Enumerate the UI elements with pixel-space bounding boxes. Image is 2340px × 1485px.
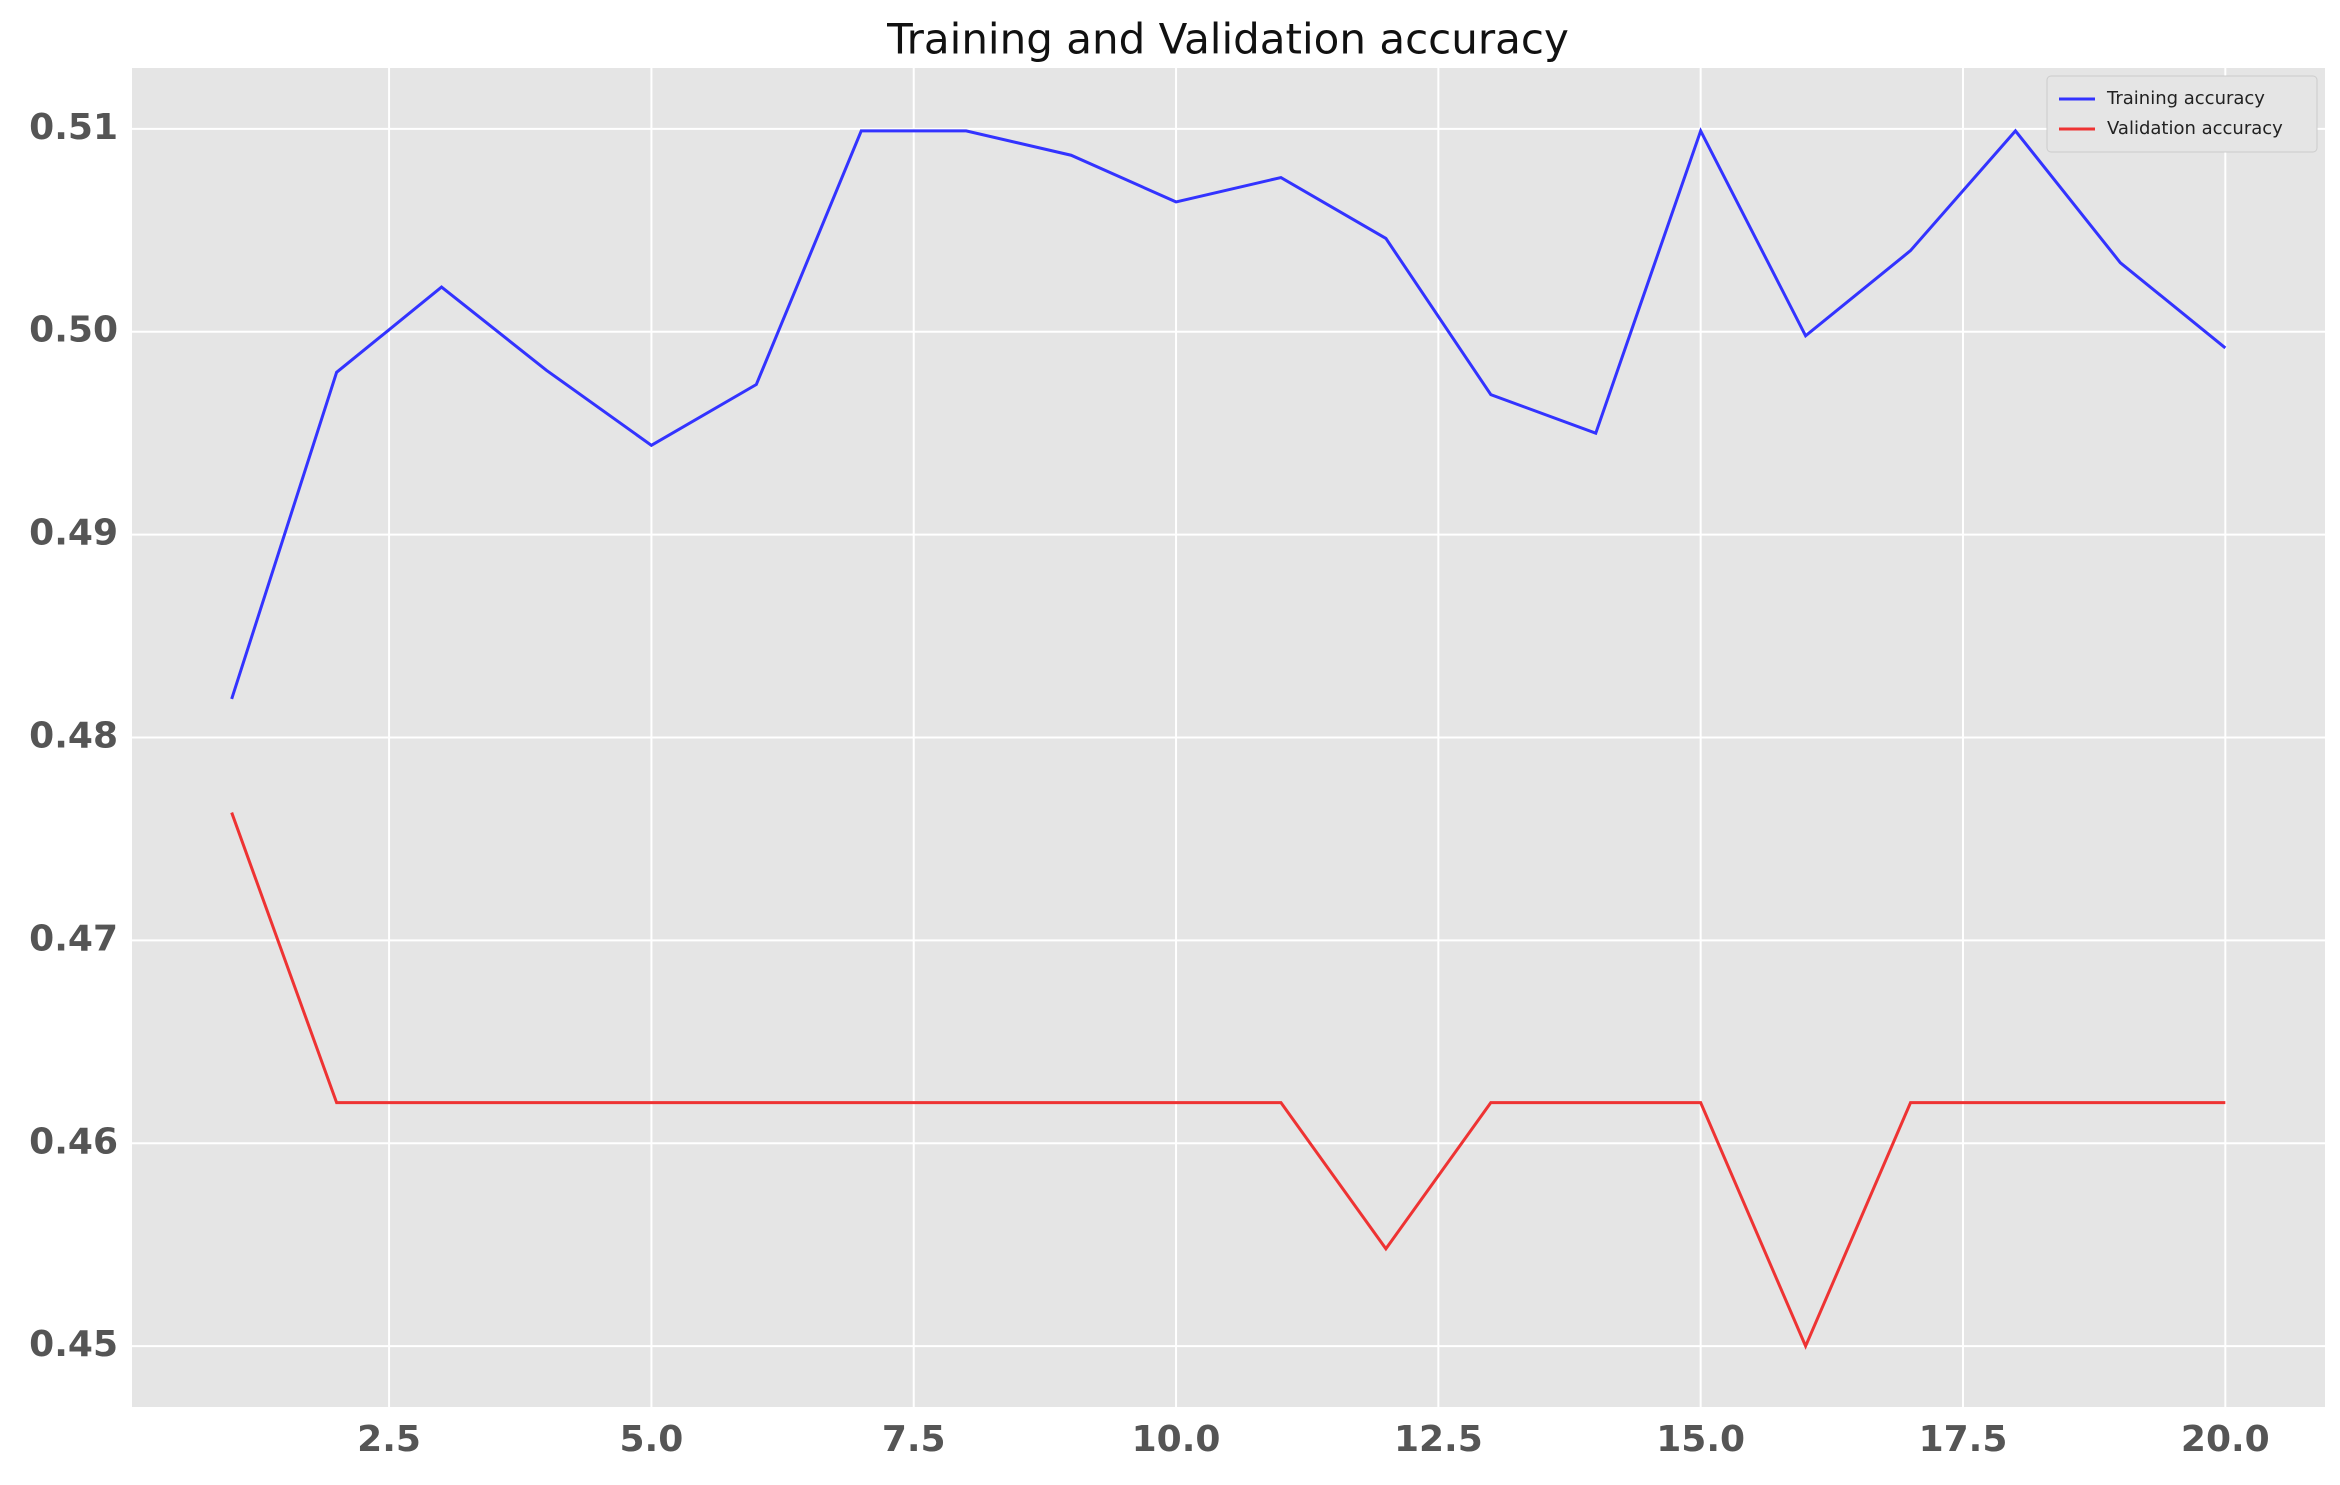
y-tick-label: 0.48 [29,716,118,757]
chart-title: Training and Validation accuracy [886,15,1569,64]
legend-label: Validation accuracy [2107,118,2283,139]
y-tick-label: 0.45 [29,1324,118,1365]
data-line [230,127,2227,700]
x-tick-label: 2.5 [357,1419,421,1460]
legend-box [2046,75,2318,153]
y-tick-label: 0.51 [29,107,118,148]
x-tick-label: 17.5 [1919,1419,2008,1460]
y-tick-label: 0.49 [29,513,118,554]
y-tick-label: 0.50 [29,310,118,351]
x-tick-label: 5.0 [620,1419,684,1460]
x-tick-label: 7.5 [882,1419,946,1460]
x-tick-label: 15.0 [1656,1419,1745,1460]
data-line [230,812,2226,1350]
y-tick-label: 0.46 [29,1121,118,1162]
x-tick-label: 20.0 [2181,1419,2270,1460]
x-tick-label: 10.0 [1132,1419,1221,1460]
x-tick-label: 12.5 [1394,1419,1483,1460]
y-tick-label: 0.47 [29,918,118,959]
legend-label: Training accuracy [2106,88,2265,109]
